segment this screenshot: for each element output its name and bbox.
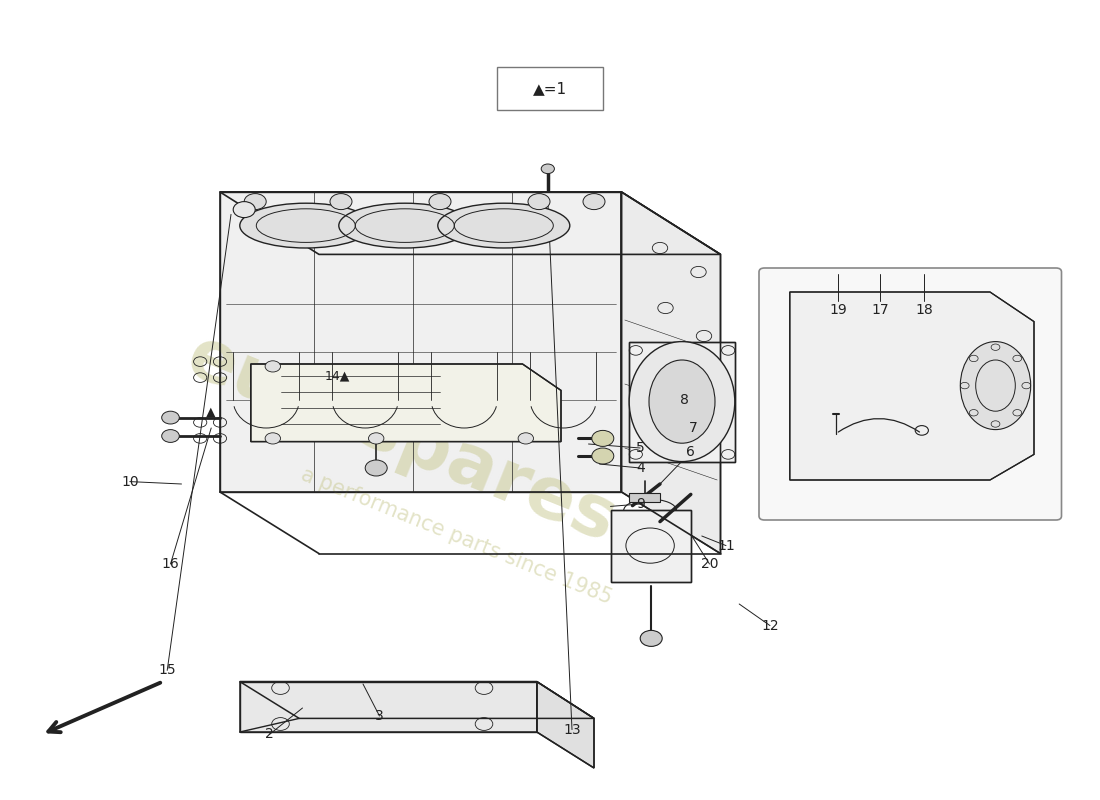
Circle shape: [592, 448, 614, 464]
Text: 18: 18: [915, 303, 933, 318]
Text: 14▲: 14▲: [324, 370, 350, 382]
Text: 3: 3: [375, 709, 384, 723]
Text: 20: 20: [701, 557, 718, 571]
Ellipse shape: [438, 203, 570, 248]
Polygon shape: [220, 192, 720, 254]
Polygon shape: [240, 682, 594, 718]
Text: 7: 7: [689, 421, 697, 435]
Text: 8: 8: [680, 393, 689, 407]
Polygon shape: [621, 192, 720, 554]
Text: a performance parts since 1985: a performance parts since 1985: [298, 464, 615, 608]
Text: 4: 4: [636, 461, 645, 475]
Circle shape: [583, 194, 605, 210]
Text: 16: 16: [162, 557, 179, 571]
Polygon shape: [220, 192, 622, 492]
Circle shape: [233, 202, 255, 218]
Ellipse shape: [649, 360, 715, 443]
Text: 10: 10: [121, 474, 139, 489]
Circle shape: [429, 194, 451, 210]
Text: 6: 6: [686, 445, 695, 459]
Ellipse shape: [960, 342, 1031, 430]
Circle shape: [365, 460, 387, 476]
Circle shape: [518, 433, 534, 444]
Circle shape: [265, 433, 280, 444]
Text: 15: 15: [158, 663, 176, 678]
Text: eurospares: eurospares: [177, 322, 626, 558]
Circle shape: [330, 194, 352, 210]
Text: 13: 13: [563, 722, 581, 737]
Circle shape: [592, 430, 614, 446]
FancyBboxPatch shape: [759, 268, 1062, 520]
Polygon shape: [790, 292, 1034, 480]
Polygon shape: [537, 682, 594, 768]
Ellipse shape: [339, 203, 471, 248]
Text: 12: 12: [761, 618, 779, 633]
Ellipse shape: [240, 203, 372, 248]
Text: 17: 17: [871, 303, 889, 318]
Polygon shape: [240, 682, 537, 732]
Text: 2: 2: [265, 727, 274, 742]
Circle shape: [265, 361, 280, 372]
Text: ▲: ▲: [207, 406, 216, 418]
Polygon shape: [629, 342, 735, 462]
Circle shape: [528, 194, 550, 210]
Circle shape: [640, 630, 662, 646]
Polygon shape: [251, 364, 561, 442]
Bar: [629, 493, 660, 502]
Text: 9: 9: [636, 497, 645, 511]
Ellipse shape: [629, 342, 735, 462]
Polygon shape: [610, 510, 691, 582]
Circle shape: [368, 433, 384, 444]
Text: 19: 19: [829, 303, 847, 318]
Text: ▲=1: ▲=1: [532, 82, 568, 96]
Circle shape: [244, 194, 266, 210]
Circle shape: [162, 411, 179, 424]
Text: 5: 5: [636, 441, 645, 455]
Circle shape: [541, 164, 554, 174]
Circle shape: [162, 430, 179, 442]
Text: 11: 11: [717, 538, 735, 553]
